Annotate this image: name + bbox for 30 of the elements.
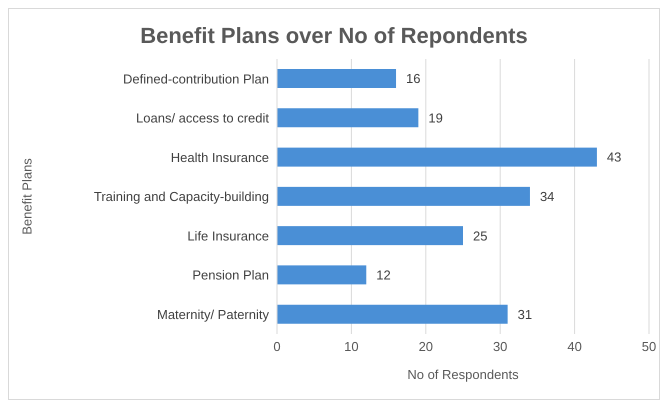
x-tick-label: 0 xyxy=(273,339,281,354)
x-tick-label: 10 xyxy=(344,339,359,354)
x-tick-label: 50 xyxy=(642,339,656,354)
bar xyxy=(277,186,530,206)
y-tick-label: Defined-contribution Plan xyxy=(123,71,269,86)
data-label: 19 xyxy=(428,110,443,126)
y-tick-label: Life Insurance xyxy=(187,228,269,244)
bar xyxy=(277,226,463,246)
bar xyxy=(277,265,366,284)
y-axis-title: Benefit Plans xyxy=(20,158,35,235)
y-tick-label: Health Insurance xyxy=(170,150,269,165)
bar xyxy=(277,108,418,128)
y-tick-label: Training and Capacity-building xyxy=(94,189,269,204)
x-tick-label: 30 xyxy=(492,339,508,354)
y-tick-label: Pension Plan xyxy=(192,268,269,283)
bar xyxy=(277,69,396,88)
x-tick-label: 40 xyxy=(567,339,582,354)
data-label: 25 xyxy=(473,228,488,244)
data-label: 43 xyxy=(606,150,622,165)
y-tick-label: Maternity/ Paternity xyxy=(157,306,270,322)
y-tick-label: Loans/ access to credit xyxy=(136,110,270,126)
x-tick-label: 20 xyxy=(418,339,434,354)
data-label: 34 xyxy=(540,188,554,204)
bar xyxy=(277,304,508,324)
bar xyxy=(277,148,597,167)
x-axis-title: No of Respondents xyxy=(407,367,520,382)
data-label: 31 xyxy=(518,306,532,322)
data-label: 12 xyxy=(376,268,391,283)
chart-title: Benefit Plans over No of Repondents xyxy=(139,23,529,49)
data-label: 16 xyxy=(406,71,421,86)
